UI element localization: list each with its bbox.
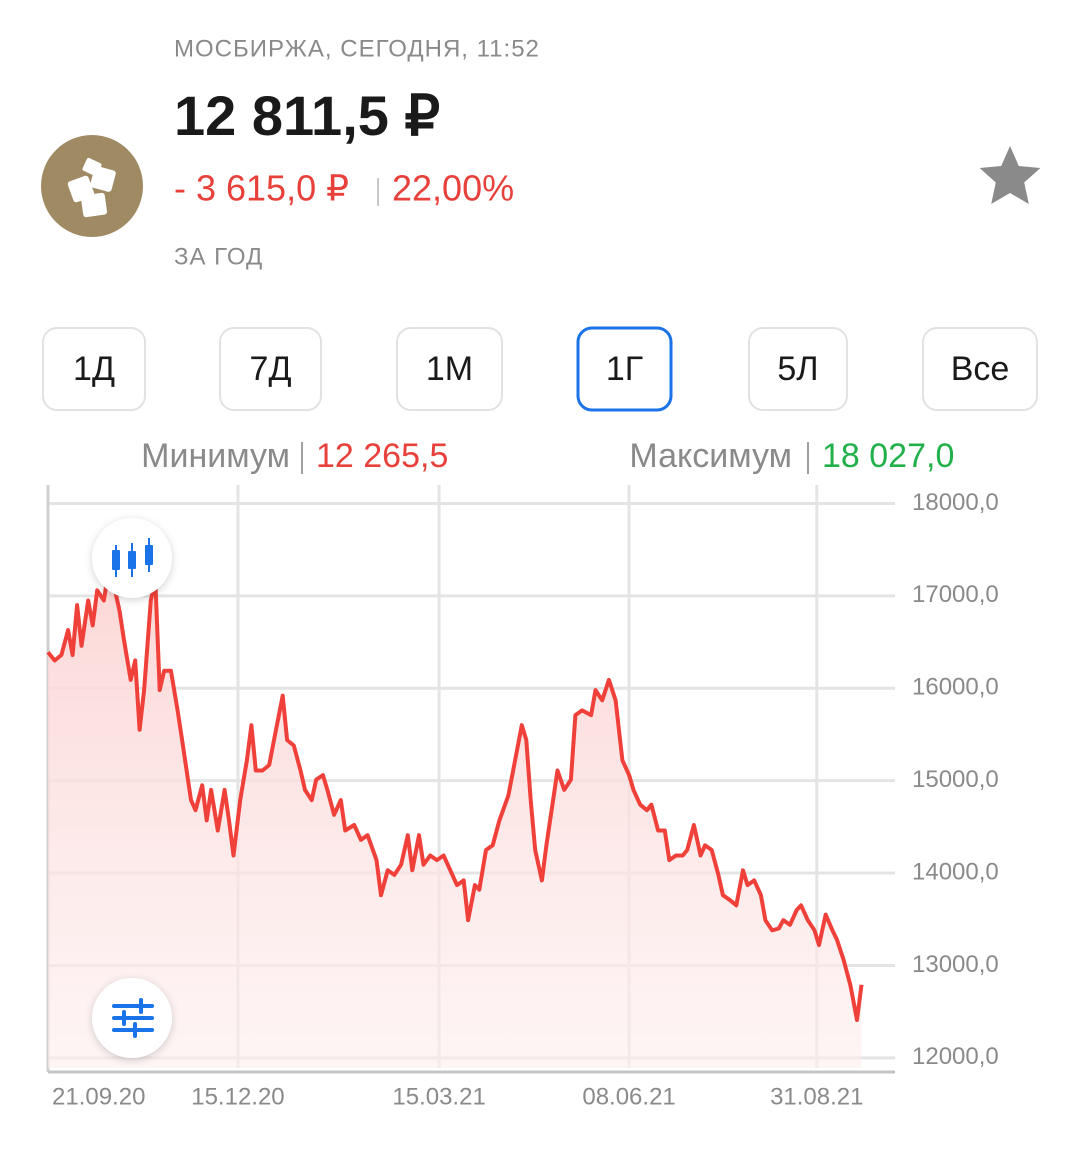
period-caption: ЗА ГОД xyxy=(174,243,263,270)
period-button[interactable]: 7Д xyxy=(219,327,322,411)
y-tick-label: 17000,0 xyxy=(912,581,999,608)
button-label: 7Д xyxy=(250,350,292,388)
period-button[interactable]: 1Д xyxy=(42,327,146,411)
price-change-percent: 22,00% xyxy=(392,168,514,209)
x-tick-label: 31.08.21 xyxy=(770,1083,863,1110)
max-value: 18 027,0 xyxy=(822,437,954,475)
chart-settings[interactable] xyxy=(92,978,172,1058)
button-label: 1Д xyxy=(73,350,115,388)
x-tick-label: 08.06.21 xyxy=(582,1083,675,1110)
chart: 12000,0 13000,0 14000,0 15000,0 16000,0 17000… xyxy=(46,485,999,1110)
period-button[interactable]: 1Г xyxy=(576,326,673,412)
x-tick-label: 15.12.20 xyxy=(191,1083,284,1110)
max-label: Максимум xyxy=(629,437,792,475)
period-button[interactable]: Все xyxy=(922,327,1038,411)
price-line xyxy=(46,568,864,1022)
y-tick-label: 15000,0 xyxy=(912,766,999,793)
x-tick-label: 21.09.20 xyxy=(52,1083,145,1110)
x-tick-label: 15.03.21 xyxy=(392,1083,485,1110)
price-change: - 3 615,0 ₽ xyxy=(174,168,349,209)
y-tick-label: 14000,0 xyxy=(912,858,999,885)
button-label: 1М xyxy=(426,350,473,388)
exchange-time: МОСБИРЖА, СЕГОДНЯ, 11:52 xyxy=(174,35,540,62)
button-label: Все xyxy=(951,350,1010,388)
button-frame xyxy=(748,327,848,411)
button-frame xyxy=(576,326,673,412)
period-button[interactable]: 1М xyxy=(396,327,503,411)
candles-toggle[interactable] xyxy=(92,518,172,598)
button-label: 1Г xyxy=(606,350,643,388)
y-tick-label: 16000,0 xyxy=(912,674,999,701)
button-frame xyxy=(396,327,503,411)
price-area xyxy=(48,570,862,1068)
min-label: Минимум xyxy=(141,437,290,475)
button-frame xyxy=(42,327,146,411)
button-label: 5Л xyxy=(777,350,818,388)
favorite-star[interactable] xyxy=(979,146,1041,204)
y-tick-label: 12000,0 xyxy=(912,1043,999,1070)
min-value: 12 265,5 xyxy=(316,437,448,475)
logo xyxy=(41,135,143,237)
button-frame xyxy=(219,327,322,411)
period-selector: 1Д 7Д 1М 1Г 5Л Все xyxy=(42,326,1038,412)
y-tick-label: 13000,0 xyxy=(912,951,999,978)
period-button[interactable]: 5Л xyxy=(748,327,848,411)
y-tick-label: 18000,0 xyxy=(912,489,999,516)
button-frame xyxy=(922,327,1038,411)
price: 12 811,5 ₽ xyxy=(174,84,440,147)
